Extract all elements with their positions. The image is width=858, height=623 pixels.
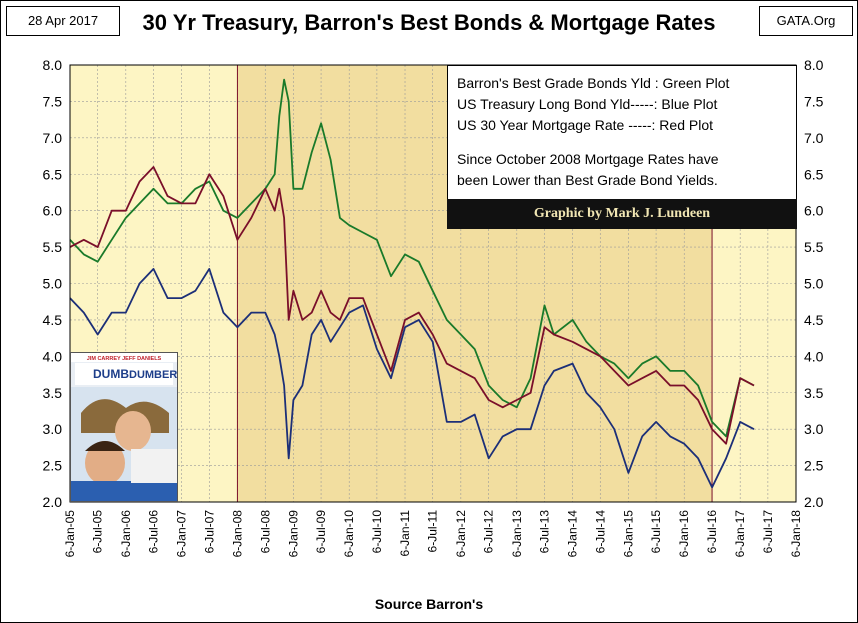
blue-series-line: [69, 267, 755, 489]
y-tick-label-left: 3.0: [43, 421, 63, 437]
x-tick-label: 6-Jan-10: [342, 510, 356, 558]
x-tick-label: 6-Jul-14: [593, 510, 607, 554]
date-badge: 28 Apr 2017: [6, 6, 120, 36]
x-tick-label: 6-Jan-08: [230, 510, 244, 558]
poster-cast-text: JIM CARREY JEFF DANIELS: [87, 356, 162, 362]
y-tick-label-right: 5.0: [804, 276, 824, 292]
y-tick-label-right: 6.5: [804, 166, 824, 182]
poster-title-right: DUMBER: [129, 369, 177, 381]
legend-box: Barron's Best Grade Bonds Yld : Green Pl…: [447, 65, 797, 201]
y-tick-label-right: 3.5: [804, 385, 824, 401]
x-tick-label: 6-Jul-10: [370, 510, 384, 554]
y-tick-label-left: 6.0: [43, 203, 63, 219]
y-tick-label-right: 7.5: [804, 93, 824, 109]
x-tick-label: 6-Jan-12: [454, 510, 468, 558]
x-tick-label: 6-Jul-15: [649, 510, 663, 554]
y-tick-label-right: 3.0: [804, 421, 824, 437]
x-tick-label: 6-Jan-16: [677, 510, 691, 558]
x-tick-label: 6-Jul-12: [482, 510, 496, 554]
y-tick-label-right: 7.0: [804, 130, 824, 146]
x-axis-label: Source Barron's: [374, 596, 484, 612]
y-tick-label-right: 4.0: [804, 348, 824, 364]
x-tick-label: 6-Jan-11: [398, 510, 412, 557]
red-series-line: [69, 166, 755, 445]
x-tick-label: 6-Jul-05: [91, 510, 105, 554]
x-tick-label: 6-Jan-13: [510, 510, 524, 558]
legend-red-entry: US 30 Year Mortgage Rate -----: Red Plot: [457, 117, 714, 133]
y-tick-label-right: 2.5: [804, 458, 824, 474]
x-tick-label: 6-Jan-09: [286, 510, 300, 558]
source-label: GATA.Org: [776, 13, 836, 28]
chart-title: 30 Yr Treasury, Barron's Best Bonds & Mo…: [142, 10, 716, 35]
credit-banner: Graphic by Mark J. Lundeen: [447, 199, 797, 229]
date-label: 28 Apr 2017: [27, 13, 99, 28]
x-tick-label: 6-Jul-16: [705, 510, 719, 554]
y-tick-label-left: 2.0: [43, 494, 63, 510]
y-tick-label-left: 7.0: [43, 130, 63, 146]
legend-blue-entry: US Treasury Long Bond Yld-----: Blue Plo…: [457, 96, 718, 112]
x-tick-label: 6-Jan-05: [63, 510, 77, 558]
poster-title-left: DUMB: [93, 367, 129, 381]
x-tick-label: 6-Jul-07: [202, 510, 216, 554]
x-tick-label: 6-Jul-09: [314, 510, 328, 554]
y-tick-label-left: 5.5: [43, 239, 63, 255]
source-badge: GATA.Org: [759, 6, 853, 36]
plot-border: [69, 64, 797, 503]
y-tick-label-right: 2.0: [804, 494, 824, 510]
green-series-line: [69, 78, 755, 438]
legend-note-line1: Since October 2008 Mortgage Rates have: [457, 151, 719, 167]
x-tick-label: 6-Jul-11: [426, 510, 440, 553]
x-tick-label: 6-Jul-13: [537, 510, 551, 554]
y-tick-label-left: 4.0: [43, 348, 63, 364]
x-tick-label: 6-Jul-17: [761, 510, 775, 554]
x-tick-label: 6-Jan-15: [621, 510, 635, 558]
y-tick-label-right: 8.0: [804, 57, 824, 73]
y-tick-label-left: 7.5: [43, 93, 63, 109]
y-tick-label-right: 6.0: [804, 203, 824, 219]
legend-note-line2: been Lower than Best Grade Bond Yields.: [457, 172, 718, 188]
x-tick-label: 6-Jan-18: [789, 510, 803, 558]
x-tick-label: 6-Jan-14: [566, 510, 580, 558]
y-tick-label-left: 2.5: [43, 458, 63, 474]
y-tick-label-left: 5.0: [43, 276, 63, 292]
x-tick-label: 6-Jan-06: [119, 510, 133, 558]
y-tick-label-right: 4.5: [804, 312, 824, 328]
x-tick-label: 6-Jan-07: [175, 510, 189, 558]
x-tick-label: 6-Jul-06: [146, 510, 160, 554]
y-tick-label-left: 3.5: [43, 385, 63, 401]
y-tick-label-left: 8.0: [43, 57, 63, 73]
x-tick-label: 6-Jul-08: [258, 510, 272, 554]
movie-poster-image: JIM CARREY JEFF DANIELS DUMB DUMBER: [70, 352, 178, 502]
y-tick-label-left: 4.5: [43, 312, 63, 328]
legend-green-entry: Barron's Best Grade Bonds Yld : Green Pl…: [457, 75, 730, 91]
y-tick-label-right: 5.5: [804, 239, 824, 255]
y-tick-label-left: 6.5: [43, 166, 63, 182]
x-tick-label: 6-Jan-17: [733, 510, 747, 558]
